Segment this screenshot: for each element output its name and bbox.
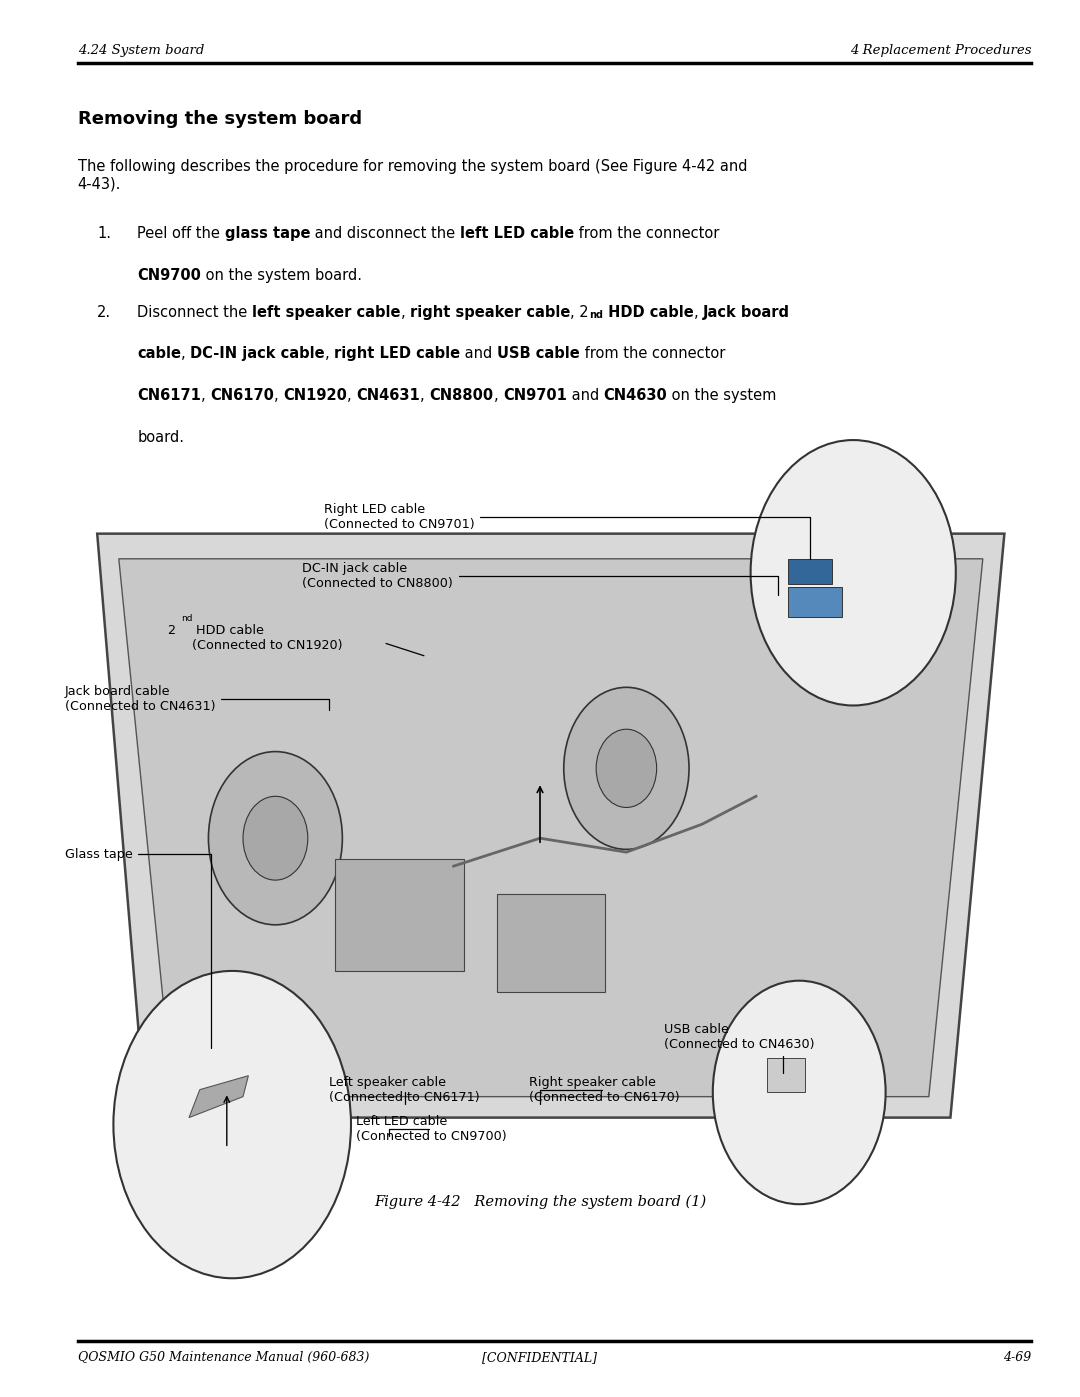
Text: ,: , xyxy=(201,388,211,404)
Text: Right LED cable
(Connected to CN9701): Right LED cable (Connected to CN9701) xyxy=(324,503,810,559)
Text: ,: , xyxy=(420,388,430,404)
Text: CN4630: CN4630 xyxy=(604,388,667,404)
Text: ,: , xyxy=(494,388,503,404)
Text: nd: nd xyxy=(181,615,193,623)
Text: and disconnect the: and disconnect the xyxy=(310,226,460,242)
Circle shape xyxy=(564,687,689,849)
Text: Jack board cable
(Connected to CN4631): Jack board cable (Connected to CN4631) xyxy=(65,685,329,712)
Text: Left LED cable
(Connected to CN9700): Left LED cable (Connected to CN9700) xyxy=(356,1115,507,1143)
Text: Peel off the: Peel off the xyxy=(137,226,225,242)
Text: CN6170: CN6170 xyxy=(211,388,274,404)
Circle shape xyxy=(751,440,956,705)
Text: glass tape: glass tape xyxy=(225,226,310,242)
Text: board.: board. xyxy=(137,430,185,446)
Text: CN8800: CN8800 xyxy=(430,388,494,404)
Text: HDD cable: HDD cable xyxy=(603,305,693,320)
Text: Left speaker cable
(Connected to CN6171): Left speaker cable (Connected to CN6171) xyxy=(329,1076,480,1104)
Text: USB cable
(Connected to CN4630): USB cable (Connected to CN4630) xyxy=(664,1023,814,1073)
Circle shape xyxy=(208,752,342,925)
Circle shape xyxy=(113,971,351,1278)
Text: ,: , xyxy=(181,346,190,362)
FancyBboxPatch shape xyxy=(767,1058,805,1092)
FancyBboxPatch shape xyxy=(788,559,832,584)
Text: DC-IN jack cable
(Connected to CN8800): DC-IN jack cable (Connected to CN8800) xyxy=(302,562,778,595)
FancyBboxPatch shape xyxy=(497,894,605,992)
Text: ,: , xyxy=(693,305,703,320)
Text: QOSMIO G50 Maintenance Manual (960-683): QOSMIO G50 Maintenance Manual (960-683) xyxy=(78,1351,369,1363)
Circle shape xyxy=(243,796,308,880)
Polygon shape xyxy=(189,1076,248,1118)
Text: The following describes the procedure for removing the system board (See Figure : The following describes the procedure fo… xyxy=(78,159,747,191)
Text: nd: nd xyxy=(589,310,603,320)
Text: Jack board: Jack board xyxy=(703,305,789,320)
Text: CN4631: CN4631 xyxy=(356,388,420,404)
Text: and: and xyxy=(567,388,604,404)
Text: , 2: , 2 xyxy=(570,305,589,320)
Text: left speaker cable: left speaker cable xyxy=(252,305,401,320)
Text: from the connector: from the connector xyxy=(575,226,719,242)
Text: 2: 2 xyxy=(167,624,175,637)
Text: CN6171: CN6171 xyxy=(137,388,201,404)
Text: on the system: on the system xyxy=(667,388,777,404)
Polygon shape xyxy=(119,559,983,1097)
Circle shape xyxy=(596,729,657,807)
Text: CN9701: CN9701 xyxy=(503,388,567,404)
Text: HDD cable
(Connected to CN1920): HDD cable (Connected to CN1920) xyxy=(192,624,342,652)
Text: CN1920: CN1920 xyxy=(283,388,348,404)
Text: DC-IN jack cable: DC-IN jack cable xyxy=(190,346,325,362)
Text: [CONFIDENTIAL]: [CONFIDENTIAL] xyxy=(483,1351,597,1363)
Circle shape xyxy=(713,981,886,1204)
Text: from the connector: from the connector xyxy=(580,346,726,362)
Text: 1.: 1. xyxy=(97,226,111,242)
Text: USB cable: USB cable xyxy=(497,346,580,362)
Text: ,: , xyxy=(274,388,283,404)
FancyBboxPatch shape xyxy=(788,587,842,617)
FancyBboxPatch shape xyxy=(335,859,464,971)
Text: CN9700: CN9700 xyxy=(137,268,201,284)
Text: Glass tape: Glass tape xyxy=(65,848,211,1048)
Polygon shape xyxy=(97,534,1004,1118)
Text: Removing the system board: Removing the system board xyxy=(78,110,362,129)
Text: cable: cable xyxy=(137,346,181,362)
Text: 4 Replacement Procedures: 4 Replacement Procedures xyxy=(850,45,1031,57)
Text: ,: , xyxy=(348,388,356,404)
Text: on the system board.: on the system board. xyxy=(201,268,362,284)
Text: Disconnect the: Disconnect the xyxy=(137,305,252,320)
Text: left LED cable: left LED cable xyxy=(460,226,575,242)
Text: ,: , xyxy=(325,346,335,362)
Text: and: and xyxy=(460,346,497,362)
Text: right LED cable: right LED cable xyxy=(335,346,460,362)
Text: right speaker cable: right speaker cable xyxy=(409,305,570,320)
Text: 2.: 2. xyxy=(97,305,111,320)
Text: Figure 4-42   Removing the system board (1): Figure 4-42 Removing the system board (1… xyxy=(374,1194,706,1208)
Text: 4.24 System board: 4.24 System board xyxy=(78,45,204,57)
Text: ,: , xyxy=(401,305,409,320)
Text: 4-69: 4-69 xyxy=(1003,1351,1031,1363)
Text: Right speaker cable
(Connected to CN6170): Right speaker cable (Connected to CN6170… xyxy=(529,1076,679,1104)
